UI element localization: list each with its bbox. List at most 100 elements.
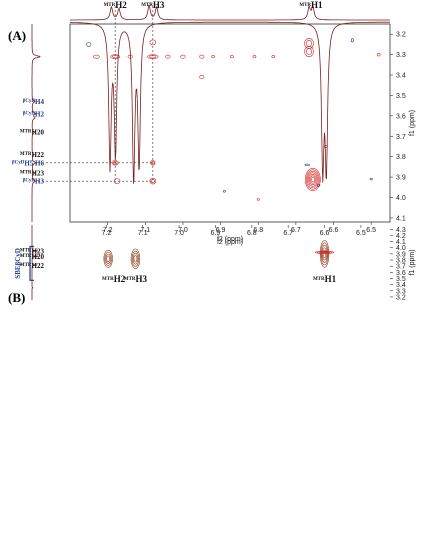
label-name: H20 <box>32 253 45 261</box>
y-tick-label: 4.1 <box>396 215 406 222</box>
y-tick-label: 3.4 <box>396 282 406 289</box>
cross-peak-contour <box>150 160 156 166</box>
cross-peak-contour <box>199 75 205 80</box>
y-tick-label: 4.2 <box>396 233 406 240</box>
x-tick-label: 7.0 <box>178 227 188 234</box>
side-peak-label: βCyDH4 <box>23 98 45 106</box>
side-spectrum <box>31 225 39 300</box>
y-tick-label: 4.0 <box>396 245 406 252</box>
cross-peak-contour <box>252 55 257 59</box>
label-prefix: MTR <box>20 254 32 259</box>
cross-peak-contour <box>306 48 313 55</box>
cross-peak-contour <box>86 42 92 47</box>
cross-peak-contour <box>93 54 100 59</box>
cross-peak-contour <box>211 55 215 59</box>
top-spectrum <box>70 21 390 184</box>
cross-peak-contour <box>320 242 329 266</box>
side-peak-label: MTRH20 <box>20 253 45 261</box>
plot-frame <box>69 23 391 223</box>
cross-peak-contour <box>305 169 320 190</box>
label-prefix: βCyD <box>23 99 36 104</box>
cross-peak-contour <box>308 172 318 187</box>
top-peak-label: MTRH3 <box>141 0 165 10</box>
label-name: H22 <box>32 262 45 270</box>
cross-peak-contour <box>113 161 118 165</box>
cross-peak-contour <box>106 255 110 262</box>
cross-peak-contour <box>304 37 314 49</box>
label-name: H23 <box>32 247 45 255</box>
cross-peak-contour <box>271 55 276 59</box>
y-axis-title: f1 (ppm) <box>409 249 416 275</box>
cross-peak-contour <box>104 251 112 266</box>
label-name: H5 H6 <box>24 159 44 167</box>
cross-peak-contour <box>149 39 157 46</box>
cross-peak-contour <box>230 55 234 59</box>
cross-peak-contour <box>103 249 113 268</box>
side-peak-label: βCyDH5 H6 <box>12 159 44 167</box>
x-tick-label: 7.1 <box>138 230 148 237</box>
x-tick-label: 6.6 <box>329 227 339 234</box>
label-name: H22 <box>32 151 45 159</box>
cross-peak-contour <box>133 255 138 263</box>
cross-peak-contour <box>311 176 315 183</box>
side-peak-label: βCyDH3 <box>23 178 45 186</box>
y-tick-label: 3.7 <box>396 134 406 141</box>
cross-peak-contour <box>113 178 121 184</box>
side-peak-label: MTRH20 <box>20 129 45 137</box>
cross-peak-contour <box>321 251 328 254</box>
cross-peak-contour <box>350 38 354 43</box>
cross-peak-contour <box>180 54 186 59</box>
side-peak-label: βCyDH2 <box>23 110 45 118</box>
y-tick-label: 4.1 <box>396 239 406 246</box>
top-peak-label: MTRH3 <box>124 274 148 284</box>
cross-peak-contour <box>199 54 205 59</box>
cross-peak-contour <box>149 178 157 185</box>
cross-peak-contour <box>130 248 141 269</box>
cross-peak-contour <box>150 179 155 184</box>
y-tick-label: 3.5 <box>396 276 406 283</box>
label-name: H1 <box>311 0 323 10</box>
y-tick-label: 3.2 <box>396 294 406 301</box>
label-prefix: MTR <box>102 277 114 282</box>
label-prefix: βCyD <box>23 111 36 116</box>
label-name: H3 <box>136 274 148 284</box>
cross-peak-contour <box>105 253 111 264</box>
y-tick-label: 3.3 <box>396 52 406 59</box>
cross-peak-contour <box>149 55 157 59</box>
side-peak-label: MTRH22 <box>20 151 45 159</box>
label-prefix: βCyD <box>12 160 25 165</box>
label-name: H1 <box>325 274 337 284</box>
label-prefix: MTR <box>20 248 32 253</box>
label-prefix: MTR <box>104 3 116 8</box>
bracket <box>29 245 34 281</box>
y-tick-label: 3.6 <box>396 113 406 120</box>
panel-label: (A) <box>8 28 26 43</box>
cross-peak-contour <box>307 171 319 189</box>
top-peak-label: MTRH1 <box>299 0 323 10</box>
cross-peak-contour <box>304 168 321 192</box>
side-spectrum <box>31 24 41 222</box>
top-spectrum <box>70 4 390 21</box>
label-prefix: MTR <box>141 3 153 8</box>
bracket-label: SBEβCyD <box>14 248 22 279</box>
x-tick-label: 6.5 <box>356 230 366 237</box>
cross-peak-contour <box>322 247 327 261</box>
cross-peak-contour <box>306 40 313 47</box>
cross-peak-contour <box>369 178 373 181</box>
label-name: H2 <box>115 0 127 10</box>
top-peak-label: MTRH2 <box>102 274 126 284</box>
y-tick-label: 3.9 <box>396 251 406 258</box>
label-prefix: MTR <box>124 277 136 282</box>
label-name: H20 <box>32 129 45 137</box>
label-name: H2 <box>114 274 126 284</box>
cross-peak-contour <box>316 183 321 187</box>
y-tick-label: 3.9 <box>396 175 406 182</box>
cross-peak-contour <box>151 161 155 165</box>
panel-b: (B) 3.23.33.43.53.63.73.83.94.04.14.24.37… <box>8 21 416 305</box>
label-name: H3 <box>35 178 44 186</box>
y-tick-label: 4.0 <box>396 195 406 202</box>
x-tick-label: 7.1 <box>140 227 150 234</box>
label-prefix: MTR <box>299 3 311 8</box>
cross-peak-contour <box>310 175 316 184</box>
